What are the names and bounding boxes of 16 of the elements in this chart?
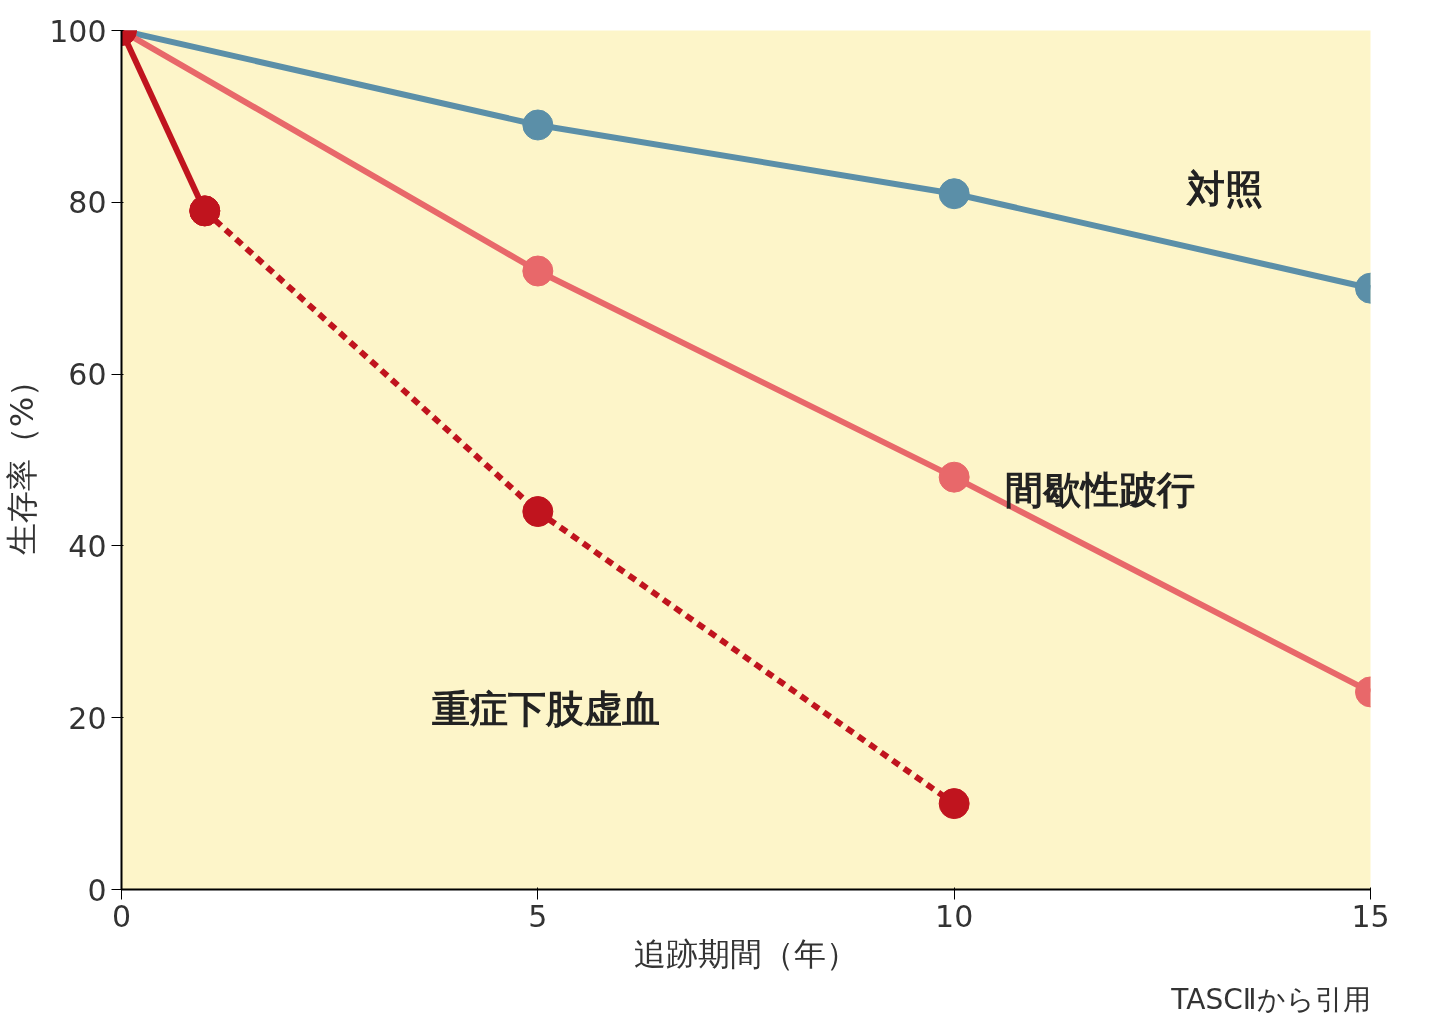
y-tick-label: 100 [49, 13, 107, 49]
x-axis-title: 追跡期間（年） [634, 934, 858, 973]
x-tick-label: 5 [528, 898, 548, 934]
y-tick-label: 40 [68, 528, 107, 564]
series-label: 重症下肢虚血 [432, 687, 661, 732]
y-tick-label: 0 [87, 872, 107, 908]
y-tick-label: 60 [68, 357, 107, 393]
series-label: 対照 [1185, 167, 1263, 212]
text: TASCⅡから引用 [1170, 982, 1371, 1016]
x-tick-label: 10 [935, 898, 974, 934]
y-axis-title: 生存率（%） [3, 364, 42, 556]
series-label: 間歇性跛行 [1004, 468, 1195, 513]
x-tick-label: 0 [111, 898, 132, 934]
y-tick-label: 80 [68, 185, 107, 221]
y-tick-label: 20 [68, 700, 107, 736]
x-tick-label: 15 [1351, 898, 1390, 934]
